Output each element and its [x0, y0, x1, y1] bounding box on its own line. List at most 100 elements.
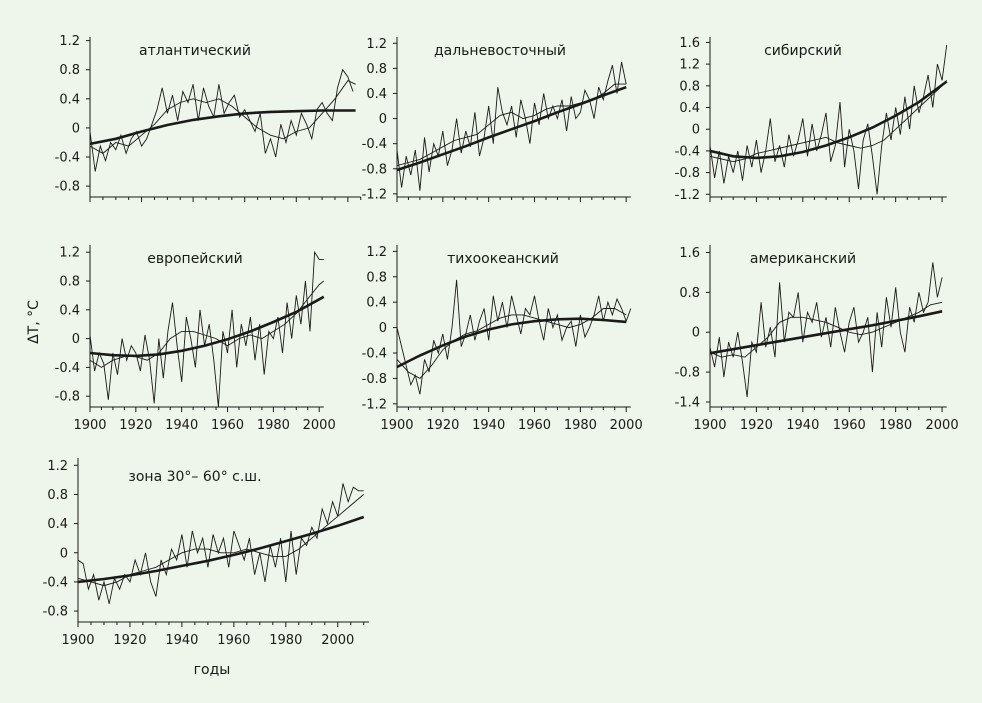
y-tick-label: 0.8	[679, 79, 700, 94]
panel-title: европейский	[147, 251, 243, 267]
y-tick-label: -0.8	[675, 366, 700, 381]
y-tick-label: 1.6	[679, 246, 700, 261]
x-tick-label: 1920	[426, 418, 459, 433]
y-tick-label: -0.8	[675, 166, 700, 181]
y-tick-label: -0.4	[43, 575, 68, 590]
y-tick-label: 0.8	[366, 270, 387, 285]
y-tick-label: 1.2	[59, 246, 80, 261]
x-tick-label: 1900	[61, 633, 94, 648]
chart-panel-1: 1.2 0.8 0.4 0 -0.4 -0.8 атлантический	[55, 34, 362, 202]
panel-title: атлантический	[139, 43, 251, 59]
series-raw-line	[89, 250, 324, 408]
chart-panel-6: 1.6 0.8 0 -0.8 -1.4 1900 1920 1940 1960 1980 2000 а…	[675, 245, 959, 433]
y-tick-label: -0.4	[55, 361, 80, 376]
y-tick-label: -0.4	[675, 144, 700, 159]
x-tick-label: 1980	[879, 418, 912, 433]
x-tick-label: 2000	[321, 633, 354, 648]
y-tick-label: 0.4	[59, 92, 80, 107]
y-tick-label: -0.8	[43, 605, 68, 620]
y-tick-label: 1.2	[366, 245, 387, 260]
y-tick-label: 1.2	[59, 34, 80, 49]
y-tick-label: 0	[692, 326, 700, 341]
series-trend-line	[396, 85, 627, 172]
series-trend-line	[396, 317, 627, 369]
y-tick-label: -0.4	[362, 347, 387, 362]
y-tick-label: 0.4	[366, 296, 387, 311]
y-tick-label: 0.4	[679, 101, 700, 116]
y-tick-label: 0.8	[679, 286, 700, 301]
y-tick-label: 0.8	[47, 488, 68, 503]
series-raw-line	[89, 68, 354, 172]
x-tick-label: 1940	[165, 418, 198, 433]
x-tick-label: 1920	[119, 418, 152, 433]
y-tick-label: 0	[72, 332, 80, 347]
series-trend-line	[89, 295, 325, 358]
panel-title: американский	[750, 251, 856, 267]
chart-panel-7: 1.2 0.8 0.4 0 -0.4 -0.8 1900 1920 1940 1960 1980 20…	[43, 458, 369, 648]
x-tick-label: 2000	[926, 418, 959, 433]
x-tick-label: 1960	[211, 418, 244, 433]
y-axis-title: ΔT, °C	[26, 300, 42, 344]
y-tick-label: 0	[379, 321, 387, 336]
y-tick-label: 0	[60, 546, 68, 561]
y-tick-label: -0.8	[362, 162, 387, 177]
y-tick-label: 0.8	[366, 62, 387, 77]
x-tick-label: 2000	[610, 418, 643, 433]
x-tick-label: 1980	[269, 633, 302, 648]
x-tick-label: 1900	[693, 418, 726, 433]
series-raw-line	[396, 279, 632, 395]
y-tick-label: -0.8	[362, 372, 387, 387]
y-tick-label: -0.4	[55, 151, 80, 166]
y-tick-label: 0.4	[366, 87, 387, 102]
y-tick-label: -1.4	[675, 396, 700, 411]
x-tick-label: 1900	[380, 418, 413, 433]
series-trend-line	[709, 80, 948, 160]
panel-title: зона 30°– 60° с.ш.	[128, 469, 261, 485]
y-tick-label: -0.8	[55, 390, 80, 405]
y-tick-label: 0.8	[59, 275, 80, 290]
x-tick-label: 1940	[786, 418, 819, 433]
series-raw-line	[709, 262, 943, 398]
series-trend-line	[709, 310, 943, 355]
panel-title: дальневосточный	[434, 43, 566, 59]
x-tick-label: 1900	[73, 418, 106, 433]
panel-title: тихоокеанский	[447, 251, 559, 267]
y-tick-label: 1.6	[679, 36, 700, 51]
panels-group: 1.2 0.8 0.4 0 -0.4 -0.8 атлантический 1.2 0.8 0.4…	[43, 34, 959, 648]
y-tick-label: 0	[72, 121, 80, 136]
y-tick-label: -1.2	[675, 188, 700, 203]
x-tick-label: 1940	[165, 633, 198, 648]
chart-panel-5: 1.2 0.8 0.4 0 -0.4 -0.8 -1.2 1900 1920 1940 1960 19…	[362, 245, 643, 433]
y-tick-label: -0.8	[55, 180, 80, 195]
chart-panel-4: 1.2 0.8 0.4 0 -0.4 -0.8 1900 1920 1940 1960 1980 20…	[55, 245, 336, 433]
y-tick-label: 1.2	[679, 58, 700, 73]
series-smoothed-line	[89, 80, 356, 154]
series-raw-line	[396, 62, 627, 191]
y-tick-label: -1.2	[362, 397, 387, 412]
panel-title: сибирский	[764, 43, 842, 59]
x-tick-label: 1920	[113, 633, 146, 648]
x-tick-label: 1980	[257, 418, 290, 433]
y-tick-label: 0.8	[59, 63, 80, 78]
chart-panel-2: 1.2 0.8 0.4 0 -0.4 -0.8 -1.2 дальневосточный	[362, 37, 631, 202]
y-tick-label: 0	[692, 123, 700, 138]
y-tick-label: 0.4	[59, 303, 80, 318]
y-tick-label: 0.4	[47, 517, 68, 532]
y-tick-label: 1.2	[47, 459, 68, 474]
y-tick-label: 1.2	[366, 37, 387, 52]
y-tick-label: 0	[379, 112, 387, 127]
x-tick-label: 1960	[518, 418, 551, 433]
y-tick-label: -1.2	[362, 187, 387, 202]
x-tick-label: 2000	[303, 418, 336, 433]
x-tick-label: 1920	[740, 418, 773, 433]
x-axis-title: годы	[194, 662, 231, 678]
x-tick-label: 1940	[472, 418, 505, 433]
x-tick-label: 1960	[833, 418, 866, 433]
x-tick-label: 1980	[564, 418, 597, 433]
chart-panel-3: 1.6 1.2 0.8 0.4 0 -0.4 -0.8 -1.2 сибирский	[675, 36, 948, 203]
series-trend-line	[77, 515, 365, 584]
y-tick-label: -0.4	[362, 137, 387, 152]
x-tick-label: 1960	[217, 633, 250, 648]
